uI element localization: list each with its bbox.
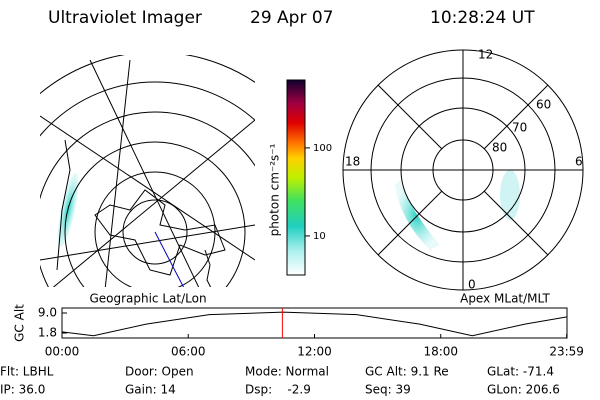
date: 29 Apr 07 — [250, 8, 333, 28]
x-tick-label: 00:00 — [45, 345, 80, 359]
colorbar-tick-label: 10 — [313, 231, 326, 242]
mlt-label: 12 — [478, 48, 493, 62]
title: Ultraviolet Imager — [48, 8, 202, 28]
altitude-frame — [61, 307, 568, 339]
colorbar-tick-label: 100 — [313, 143, 332, 154]
magnetic-grid — [342, 49, 584, 291]
mlt-label: 18 — [345, 155, 360, 169]
colorbar — [286, 79, 306, 276]
status-field: GC Alt: 9.1 Re — [365, 365, 449, 379]
right-panel-label: Apex MLat/MLT — [460, 292, 550, 306]
mlt-label: 0 — [468, 278, 476, 292]
status-field: Gain: 14 — [125, 383, 176, 397]
x-tick-label: 06:00 — [171, 345, 206, 359]
lat-label: 80 — [492, 141, 507, 155]
x-tick-label: 23:59 — [549, 345, 584, 359]
mlt-label: 6 — [575, 155, 583, 169]
status-field: GLon: 206.6 — [487, 383, 560, 397]
x-tick-label: 18:00 — [423, 345, 458, 359]
geographic-map — [40, 55, 255, 287]
altitude-curve — [61, 311, 568, 337]
x-tick-label: 12:00 — [297, 345, 332, 359]
lat-label: 60 — [536, 98, 551, 112]
status-field: Seq: 39 — [365, 383, 411, 397]
status-field: GLat: -71.4 — [487, 365, 554, 379]
status-field: Flt: LBHL — [0, 365, 54, 379]
time: 10:28:24 UT — [430, 8, 535, 28]
status-field: Mode: Normal — [245, 365, 329, 379]
status-field: IP: 36.0 — [0, 383, 45, 397]
y-tick-label: 1.8 — [38, 326, 57, 340]
altitude-ylabel: GC Alt — [13, 304, 27, 342]
left-panel-label: Geographic Lat/Lon — [89, 292, 206, 306]
y-tick-label: 9.0 — [38, 306, 57, 320]
status-field: Door: Open — [125, 365, 194, 379]
lat-label: 70 — [512, 121, 527, 135]
colorbar-label: photon cm⁻²s⁻¹ — [268, 143, 282, 236]
status-field: Dsp: -2.9 — [245, 383, 311, 397]
